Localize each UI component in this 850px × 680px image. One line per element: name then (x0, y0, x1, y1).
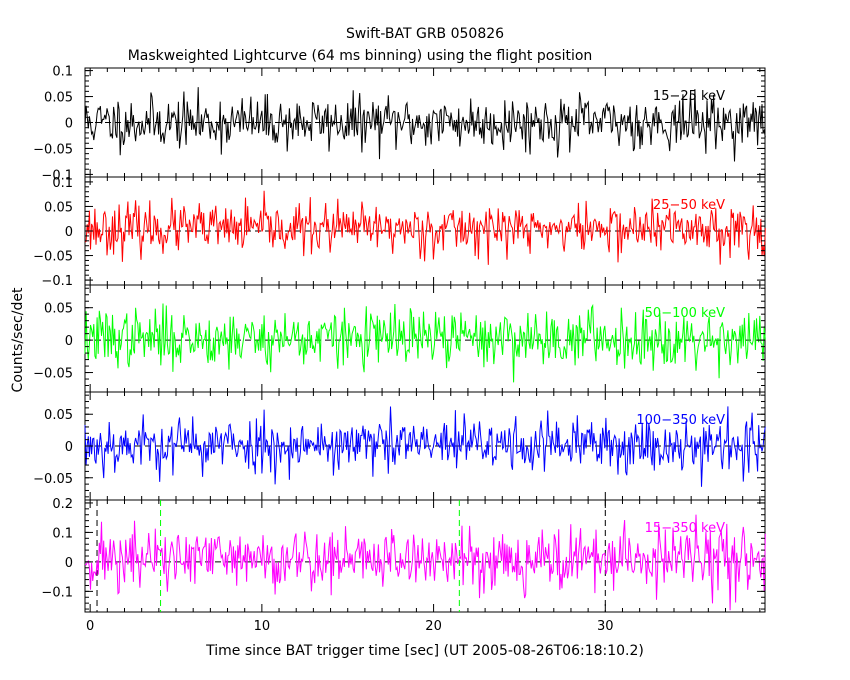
panel-1: 0.1 0.05 0 −0.05 −0.1 25−50 keV (33, 176, 766, 289)
band-label: 50−100 keV (645, 306, 725, 321)
y-tick-label: 0.2 (52, 497, 73, 512)
band-label: 100−350 keV (636, 413, 725, 428)
lightcurve-series (84, 87, 766, 162)
y-tick-label: −0.05 (33, 367, 73, 382)
y-tick-label: −0.1 (41, 585, 73, 600)
y-tick-label: −0.05 (33, 142, 73, 157)
y-tick-label: 0.1 (52, 176, 73, 191)
y-tick-label: 0 (65, 117, 73, 132)
panel-frame (84, 284, 766, 393)
y-tick-label: 0.05 (44, 91, 73, 106)
y-tick-label: 0.05 (44, 408, 73, 423)
lightcurve-series (84, 514, 766, 611)
panel-2: 0.05 0 −0.05 50−100 keV (33, 284, 766, 393)
y-tick-label: 0 (65, 334, 73, 349)
band-label: 25−50 keV (653, 198, 725, 213)
y-tick-label: 0.05 (44, 200, 73, 215)
y-tick-label: 0 (65, 440, 73, 455)
band-label: 15−25 keV (653, 89, 725, 104)
y-tick-label: 0.05 (44, 302, 73, 317)
y-tick-label: −0.05 (33, 250, 73, 265)
y-tick-label: 0 (65, 556, 73, 571)
x-axis-label: Time since BAT trigger time [sec] (UT 20… (205, 643, 644, 659)
y-tick-label: −0.1 (41, 274, 73, 289)
y-axis-label: Counts/sec/det (10, 287, 26, 392)
x-tick-label: 20 (425, 619, 442, 634)
y-tick-label: −0.05 (33, 472, 73, 487)
lightcurve-series (84, 190, 766, 265)
x-tick-label: 10 (254, 619, 271, 634)
panel-0: 0.1 0.05 0 −0.05 −0.1 15−25 keV (33, 65, 766, 183)
chart-title: Swift-BAT GRB 050826 (346, 26, 504, 42)
y-tick-label: −0.1 (41, 168, 73, 183)
panel-3: 0.05 0 −0.05 100−350 keV (33, 391, 766, 501)
panels-group: 0.1 0.05 0 −0.05 −0.1 15−25 keV 0.1 0.05 0 −0.05 −… (33, 65, 766, 634)
lightcurve-series (84, 406, 766, 487)
x-tick-label: 30 (597, 619, 614, 634)
y-tick-label: 0 (65, 225, 73, 240)
chart-subtitle: Maskweighted Lightcurve (64 ms binning) … (128, 48, 593, 64)
band-label: 15−350 keV (645, 521, 725, 536)
lightcurve-series (84, 303, 766, 383)
y-tick-label: 0.1 (52, 65, 73, 80)
y-tick-label: 0.1 (52, 526, 73, 541)
panel-4: 0.2 0.1 0 −0.1 15−350 keV (41, 497, 766, 613)
x-tick-label: 0 (86, 619, 94, 634)
